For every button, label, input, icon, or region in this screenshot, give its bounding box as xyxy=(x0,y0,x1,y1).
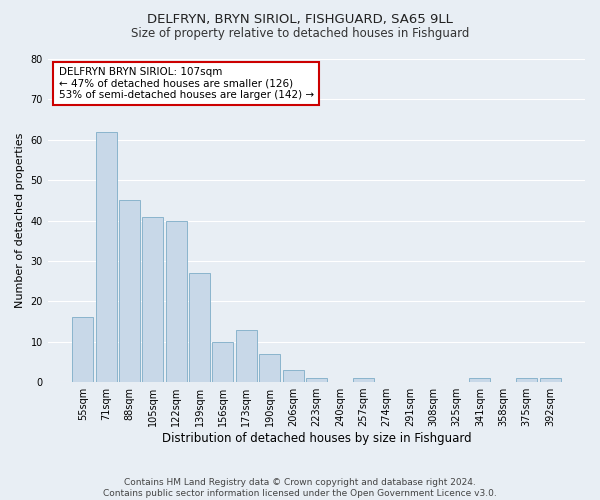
Bar xyxy=(353,378,374,382)
X-axis label: Distribution of detached houses by size in Fishguard: Distribution of detached houses by size … xyxy=(161,432,471,445)
Text: DELFRYN, BRYN SIRIOL, FISHGUARD, SA65 9LL: DELFRYN, BRYN SIRIOL, FISHGUARD, SA65 9L… xyxy=(147,12,453,26)
Bar xyxy=(212,342,233,382)
Bar xyxy=(259,354,280,382)
Bar xyxy=(469,378,490,382)
Y-axis label: Number of detached properties: Number of detached properties xyxy=(15,133,25,308)
Bar xyxy=(306,378,327,382)
Bar xyxy=(166,220,187,382)
Bar xyxy=(236,330,257,382)
Text: Size of property relative to detached houses in Fishguard: Size of property relative to detached ho… xyxy=(131,28,469,40)
Text: Contains HM Land Registry data © Crown copyright and database right 2024.
Contai: Contains HM Land Registry data © Crown c… xyxy=(103,478,497,498)
Bar xyxy=(539,378,560,382)
Bar xyxy=(142,216,163,382)
Bar xyxy=(119,200,140,382)
Bar xyxy=(72,318,93,382)
Bar xyxy=(95,132,116,382)
Bar xyxy=(189,273,210,382)
Bar xyxy=(516,378,537,382)
Bar xyxy=(283,370,304,382)
Text: DELFRYN BRYN SIRIOL: 107sqm
← 47% of detached houses are smaller (126)
53% of se: DELFRYN BRYN SIRIOL: 107sqm ← 47% of det… xyxy=(59,67,314,100)
